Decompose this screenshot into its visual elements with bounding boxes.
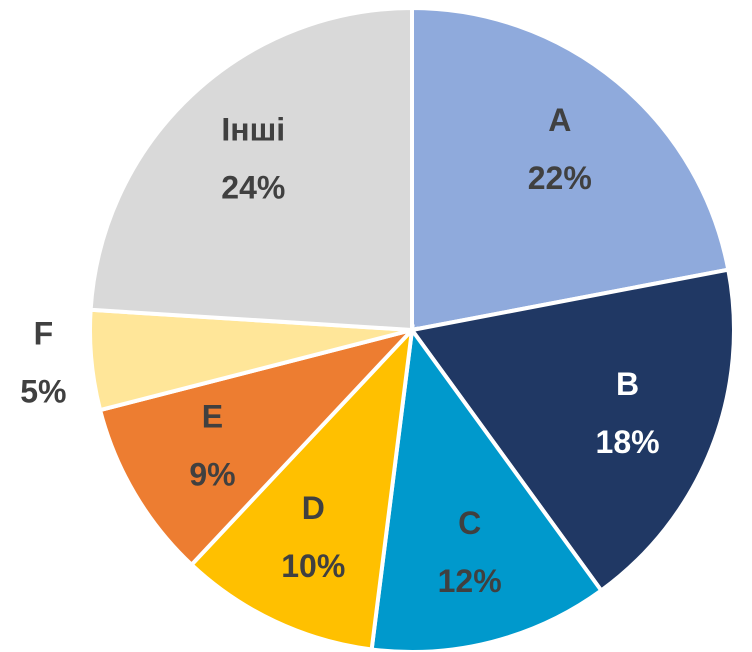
slice-label: F bbox=[34, 315, 54, 351]
slice-label: E bbox=[202, 398, 223, 434]
slice-value-label: 18% bbox=[596, 424, 660, 460]
pie-slice bbox=[410, 5, 731, 333]
slice-value-label: 24% bbox=[221, 169, 285, 205]
pie-slice bbox=[369, 324, 605, 652]
slice-label: Інші bbox=[221, 111, 285, 147]
slice-label: D bbox=[302, 490, 325, 526]
slice-value-label: 22% bbox=[528, 160, 592, 196]
slice-value-label: 12% bbox=[438, 563, 502, 599]
pie-slice bbox=[408, 267, 736, 594]
slice-value-label: 9% bbox=[189, 456, 235, 492]
pie-slice bbox=[88, 5, 414, 333]
slice-value-label: 5% bbox=[20, 373, 66, 409]
slice-label: A bbox=[548, 102, 571, 138]
pie-slice bbox=[188, 324, 415, 652]
slice-value-label: 10% bbox=[281, 548, 345, 584]
slice-label: C bbox=[458, 505, 481, 541]
slice-label: B bbox=[616, 366, 639, 402]
pie-slice bbox=[97, 326, 419, 568]
